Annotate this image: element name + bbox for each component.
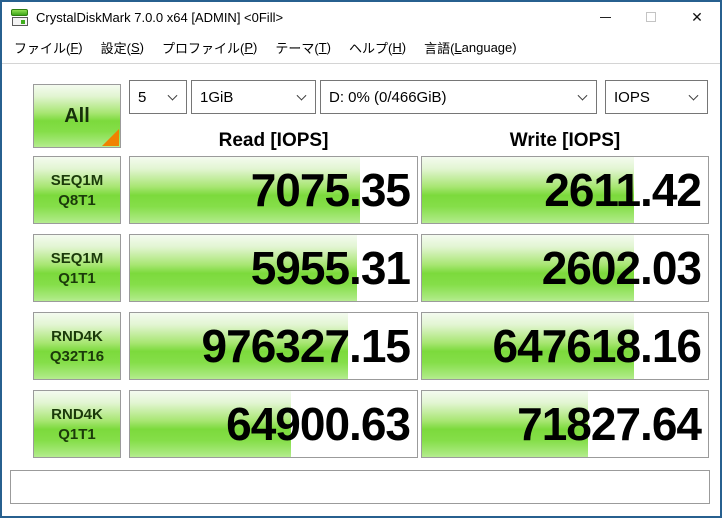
test-count-value: 5 (138, 88, 147, 106)
result-bar (422, 391, 588, 457)
read-result-value: 976327.15 (201, 320, 411, 372)
test-button-rnd4k-q1t1[interactable]: RND4K Q1T1 (33, 390, 121, 458)
target-drive-value: D: 0% (0/466GiB) (329, 88, 447, 106)
write-result-value: 2602.03 (541, 242, 702, 294)
test-size-select[interactable]: 1GiB (191, 80, 316, 114)
profile-corner-triangle-icon (102, 129, 119, 146)
all-test-label: All (64, 104, 90, 127)
read-result-cell: 5955.31 (129, 234, 418, 302)
result-bar (130, 235, 357, 301)
menu-bar: ファイル(F) 設定(S) プロファイル(P) テーマ(T) ヘルプ(H) 言語… (2, 32, 720, 64)
menu-help[interactable]: ヘルプ(H) (349, 40, 407, 56)
maximize-button (628, 2, 674, 32)
unit-value: IOPS (614, 88, 650, 106)
comment-input[interactable] (10, 470, 710, 504)
chevron-down-icon (577, 90, 588, 101)
test-label-line1: RND4K (51, 405, 103, 423)
read-result-cell: 64900.63 (129, 390, 418, 458)
result-bar (130, 391, 291, 457)
write-column-header: Write [IOPS] (509, 130, 621, 151)
menu-theme[interactable]: テーマ(T) (275, 40, 331, 56)
read-result-value: 7075.35 (250, 164, 411, 216)
maximize-icon (646, 12, 656, 22)
read-result-value: 5955.31 (250, 242, 411, 294)
write-result-cell: 71827.64 (421, 390, 709, 458)
test-label-line1: SEQ1M (50, 171, 104, 189)
result-bar (130, 157, 360, 223)
write-result-value: 647618.16 (492, 320, 702, 372)
read-column-header: Read [IOPS] (218, 130, 329, 151)
write-result-cell: 2611.42 (421, 156, 709, 224)
test-size-value: 1GiB (200, 88, 234, 106)
write-result-cell: 2602.03 (421, 234, 709, 302)
result-bar (422, 157, 634, 223)
write-result-value: 71827.64 (517, 398, 702, 450)
read-result-value: 64900.63 (226, 398, 411, 450)
test-label-line2: Q1T1 (58, 425, 96, 443)
test-button-seq1m-q8t1[interactable]: SEQ1M Q8T1 (33, 156, 121, 224)
unit-select[interactable]: IOPS (605, 80, 708, 114)
menu-settings[interactable]: 設定(S) (100, 40, 144, 56)
test-count-select[interactable]: 5 (129, 80, 187, 114)
window-title: CrystalDiskMark 7.0.0 x64 [ADMIN] <0Fill… (36, 9, 284, 25)
test-label-line1: SEQ1M (50, 249, 104, 267)
test-label-line2: Q32T16 (49, 347, 105, 365)
chevron-down-icon (167, 90, 178, 101)
minimize-icon (599, 16, 611, 18)
minimize-button[interactable] (582, 2, 628, 32)
result-bar (422, 313, 634, 379)
write-result-value: 2611.42 (544, 164, 702, 216)
chevron-down-icon (296, 90, 307, 101)
app-disk-icon (11, 8, 29, 26)
all-test-button[interactable]: All (33, 84, 121, 148)
test-button-rnd4k-q32t16[interactable]: RND4K Q32T16 (33, 312, 121, 380)
write-result-cell: 647618.16 (421, 312, 709, 380)
chevron-down-icon (688, 90, 699, 101)
result-bar (130, 313, 349, 379)
close-icon: ✕ (691, 9, 703, 25)
target-drive-select[interactable]: D: 0% (0/466GiB) (320, 80, 597, 114)
test-label-line2: Q1T1 (58, 269, 96, 287)
test-label-line1: RND4K (51, 327, 103, 345)
test-button-seq1m-q1t1[interactable]: SEQ1M Q1T1 (33, 234, 121, 302)
read-result-cell: 7075.35 (129, 156, 418, 224)
menu-file[interactable]: ファイル(F) (14, 40, 83, 56)
read-result-cell: 976327.15 (129, 312, 418, 380)
title-bar: CrystalDiskMark 7.0.0 x64 [ADMIN] <0Fill… (2, 2, 720, 32)
result-bar (422, 235, 634, 301)
menu-profile[interactable]: プロファイル(P) (162, 40, 258, 56)
close-button[interactable]: ✕ (674, 2, 720, 32)
test-label-line2: Q8T1 (58, 191, 96, 209)
